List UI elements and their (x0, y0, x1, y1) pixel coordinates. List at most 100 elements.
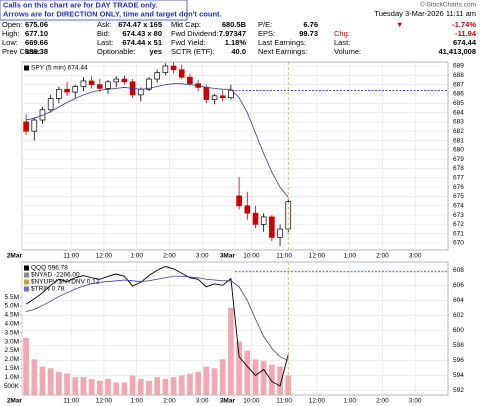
y-tick-label: 598 (453, 342, 464, 349)
legend-entry: QQQ 596.78 (31, 265, 68, 272)
x-tick-label: 2:00 (163, 398, 176, 405)
legend-swatch (24, 272, 29, 278)
field-label: Fwd Yield: (171, 38, 206, 47)
volume-bar (23, 338, 29, 395)
volume-bar (170, 377, 177, 395)
x-tick-label: 11:00 (276, 398, 292, 405)
field-value: 674.47 x 165 (118, 20, 162, 29)
volume-bar (39, 366, 46, 395)
candle-body (64, 88, 70, 93)
y2-tick-label: 1.0M (5, 374, 19, 381)
candle-body (252, 212, 259, 225)
x-tick-label: 11:00 (63, 253, 79, 260)
volume-bar (105, 378, 111, 395)
x-tick-label: 12:00 (309, 253, 326, 260)
legend-swatch (24, 265, 29, 271)
field-value: 99.73 (299, 29, 318, 38)
y2-tick-label: 3.0M (5, 338, 19, 345)
y2-tick-label: 4.5M (5, 312, 19, 319)
volume-bar (236, 341, 242, 395)
y-tick-label: 683 (453, 119, 464, 126)
volume-bar (260, 361, 267, 395)
candle-body (39, 109, 46, 121)
x-tick-label: 11:00 (276, 253, 292, 260)
candle-body (236, 195, 242, 207)
x-tick-label: 2:00 (376, 398, 389, 405)
candle-body (121, 78, 128, 83)
candle-body (244, 205, 251, 214)
legend-swatch (24, 286, 29, 292)
y2-tick-label: 5.5M (5, 294, 19, 301)
brand: © StockCharts.com (420, 1, 476, 9)
x-tick-label: 1:00 (130, 398, 143, 405)
volume-bar (268, 364, 275, 395)
x-tick-label: 3:00 (196, 398, 209, 405)
candle-body (187, 76, 193, 85)
y-tick-label: 672 (453, 221, 464, 228)
y-tick-label: 674 (453, 202, 464, 209)
x-tick-label: 1:00 (343, 253, 356, 260)
y-tick-label: 686 (453, 91, 464, 98)
volume-bar (31, 359, 38, 395)
y-tick-label: 681 (453, 137, 464, 144)
legend-swatch (24, 279, 29, 285)
volume-bar (203, 366, 210, 395)
field-value: -1.74% (452, 20, 476, 29)
field-value: 675.06 (25, 20, 48, 29)
x-tick-label: 3:00 (409, 253, 422, 260)
series-line (25, 275, 289, 361)
y-tick-label: 596 (453, 357, 464, 364)
y2-tick-label: 1.5M (5, 365, 19, 372)
y-tick-label: 602 (453, 312, 464, 319)
field-label: Next Earnings: (258, 47, 307, 56)
volume-bar (195, 371, 202, 395)
field-value: 674.44 x 51 (122, 38, 162, 47)
volume-bar (219, 359, 226, 395)
x-tick-label: 2Mar (7, 398, 23, 405)
volume-bar (154, 377, 161, 395)
field-label: Last: (334, 38, 350, 47)
field-label: Ask: (97, 20, 112, 29)
field-label: Last Earnings: (258, 38, 306, 47)
legend-swatch (24, 65, 29, 71)
y2-tick-label: 4.0M (5, 321, 19, 328)
candle-body (97, 84, 103, 89)
volume-bar (178, 375, 185, 395)
y-tick-label: 684 (453, 109, 464, 116)
field-label: Optionable: (97, 47, 135, 56)
field-label: Mkt Cap: (171, 20, 201, 29)
candle-body (80, 80, 87, 87)
x-tick-label: 3:00 (409, 398, 422, 405)
volume-bar (72, 377, 79, 395)
volume-bar (55, 371, 62, 395)
candle-body (228, 89, 234, 99)
field-label: Prev Close: (2, 47, 41, 56)
date: Tuesday 3-Mar-2026 11:11 am (374, 9, 476, 18)
field-value: 40.0 (231, 47, 246, 56)
field-value: 674.43 x 80 (122, 29, 162, 38)
field-value: 677.10 (25, 29, 48, 38)
volume-bar (146, 380, 152, 395)
x-tick-label: 12:00 (309, 398, 326, 405)
field-label: SCTR (ETF): (171, 47, 215, 56)
volume-bar (252, 359, 259, 395)
y-tick-label: 678 (453, 165, 464, 172)
volume-bar (228, 307, 234, 395)
y-tick-label: 608 (453, 267, 464, 274)
x-tick-label: 3:00 (196, 253, 209, 260)
y2-tick-label: 3.5M (5, 329, 19, 336)
candle-body (162, 65, 169, 73)
field-label: Bid: (97, 29, 110, 38)
y-tick-label: 673 (453, 212, 464, 219)
field-label: Chg: (334, 29, 350, 38)
field-value: yes (149, 47, 162, 56)
candle-body (47, 98, 54, 111)
candle-body (154, 72, 160, 80)
volume-bar (211, 368, 218, 395)
x-tick-label: 12:00 (96, 398, 113, 405)
x-tick-label: 11:00 (63, 398, 79, 405)
y-tick-label: 604 (453, 297, 464, 304)
x-tick-label: 3Mar (220, 398, 236, 405)
y2-tick-label: 5.0M (5, 303, 19, 310)
